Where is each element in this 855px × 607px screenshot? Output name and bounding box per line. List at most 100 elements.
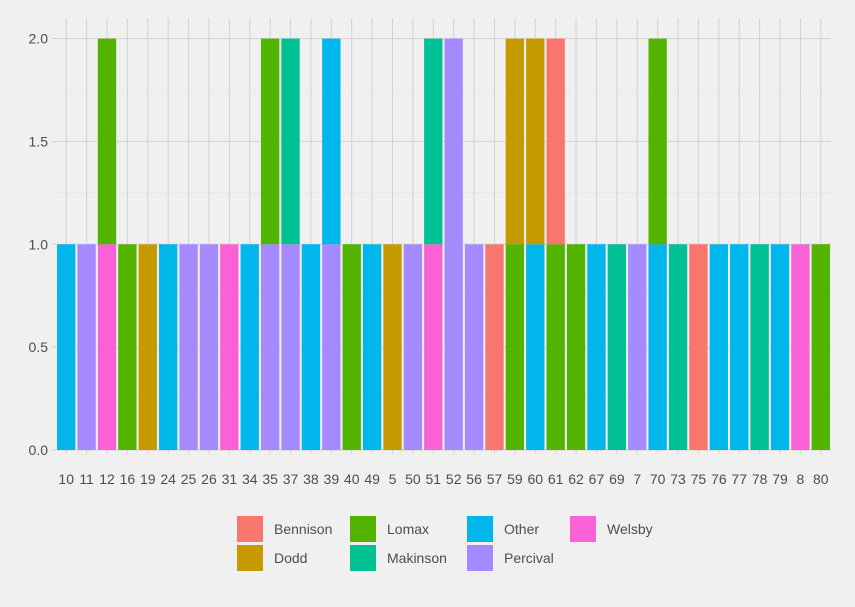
bar-segment [546, 244, 565, 450]
bar-segment [770, 244, 790, 450]
x-tick-label: 39 [324, 471, 340, 487]
bar-segment [566, 244, 586, 450]
bar-segment [709, 244, 729, 450]
x-tick-label: 26 [201, 471, 217, 487]
x-tick-label: 50 [405, 471, 421, 487]
x-tick-label: 61 [548, 471, 564, 487]
x-tick-label: 35 [262, 471, 278, 487]
legend-label: Dodd [274, 550, 307, 566]
x-tick-label: 12 [99, 471, 115, 487]
legend-swatch [467, 545, 493, 571]
legend: Bennison Dodd Lomax Makinson Other Percival We… [237, 516, 653, 571]
bar-segment [485, 244, 504, 450]
bar-segment [505, 244, 525, 450]
bar-segment [424, 244, 443, 450]
y-tick-label: 0.0 [29, 442, 49, 458]
legend-label: Welsby [607, 521, 653, 537]
legend-swatch [350, 545, 376, 571]
bar-segment [750, 244, 769, 450]
x-tick-label: 7 [633, 471, 641, 487]
bar-segment [322, 244, 341, 450]
bar-segment [260, 244, 280, 450]
x-tick-label: 69 [609, 471, 625, 487]
x-tick-label: 57 [487, 471, 503, 487]
bar-segment [628, 244, 647, 450]
bar-segment [138, 244, 157, 450]
legend-label: Other [504, 521, 539, 537]
bar-segment [362, 244, 382, 450]
legend-item: Bennison [237, 516, 332, 542]
x-tick-label: 38 [303, 471, 319, 487]
bar-segment [526, 38, 545, 245]
bar-segment [811, 244, 830, 450]
bar-segment [668, 244, 688, 450]
x-tick-label: 80 [813, 471, 829, 487]
x-tick-label: 52 [446, 471, 462, 487]
bar-segment [342, 244, 361, 450]
bar-segment [607, 244, 627, 450]
x-tick-label: 19 [140, 471, 156, 487]
bar-segment [199, 244, 219, 450]
bar-segment [97, 244, 117, 450]
bar-segment [301, 244, 321, 450]
legend-swatch [467, 516, 493, 542]
x-tick-label: 31 [222, 471, 238, 487]
x-tick-label: 59 [507, 471, 523, 487]
bar-segment [281, 244, 300, 450]
y-tick-label: 2.0 [29, 31, 49, 47]
legend-item: Lomax [350, 516, 429, 542]
legend-swatch [570, 516, 596, 542]
bar-segment [648, 244, 667, 450]
bar-segment [240, 244, 259, 450]
x-tick-label: 73 [670, 471, 686, 487]
bar-segment [97, 38, 117, 245]
bar-segment [403, 244, 423, 450]
bar-segment [464, 244, 484, 450]
x-tick-label: 25 [181, 471, 197, 487]
x-tick-label: 79 [772, 471, 788, 487]
bar-segment [179, 244, 198, 450]
x-tick-label: 49 [364, 471, 380, 487]
bar-segment [791, 244, 810, 450]
legend-swatch [237, 516, 263, 542]
x-tick-label: 70 [650, 471, 666, 487]
legend-swatch [237, 545, 263, 571]
bar-segment [118, 244, 137, 450]
x-tick-label: 56 [466, 471, 482, 487]
bar-segment [77, 244, 96, 450]
legend-item: Makinson [350, 545, 447, 571]
legend-item: Dodd [237, 545, 307, 571]
bar-segment [587, 244, 606, 450]
x-axis: 10 11 12 16 19 24 25 26 31 34 35 37 38 39 40 49 5 50 51 52 5… [58, 450, 829, 487]
bar-segment [648, 38, 667, 245]
y-tick-label: 0.5 [29, 339, 49, 355]
bar-segment [444, 38, 463, 245]
bar-segment [444, 244, 463, 450]
bar-segment [689, 244, 708, 450]
bar-segment [505, 38, 525, 245]
bar-segment [220, 244, 239, 450]
bar-segment [57, 244, 76, 450]
x-tick-label: 37 [283, 471, 299, 487]
x-tick-label: 78 [752, 471, 768, 487]
x-tick-label: 77 [731, 471, 747, 487]
x-tick-label: 76 [711, 471, 727, 487]
x-tick-label: 10 [58, 471, 74, 487]
x-tick-label: 24 [160, 471, 176, 487]
legend-swatch [350, 516, 376, 542]
y-tick-label: 1.5 [29, 133, 49, 149]
x-tick-label: 75 [691, 471, 707, 487]
x-tick-label: 11 [79, 471, 94, 487]
bar-segment [424, 38, 443, 245]
bar-segment [383, 244, 402, 450]
bar-segment [260, 38, 280, 245]
x-tick-label: 60 [527, 471, 543, 487]
y-axis: 0.0 0.5 1.0 1.5 2.0 [29, 31, 56, 458]
bar-segment [158, 244, 178, 450]
y-tick-label: 1.0 [29, 236, 49, 252]
x-tick-label: 40 [344, 471, 360, 487]
x-tick-label: 16 [120, 471, 136, 487]
legend-label: Percival [504, 550, 554, 566]
bar-segment [322, 38, 341, 245]
legend-label: Lomax [387, 521, 429, 537]
